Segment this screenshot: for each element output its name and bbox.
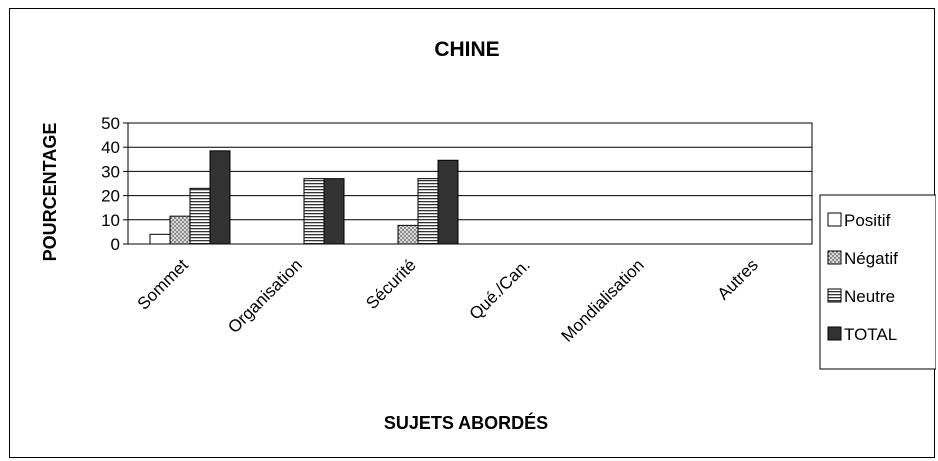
legend-label: TOTAL	[844, 325, 897, 344]
bar	[169, 215, 191, 245]
bar	[323, 178, 345, 245]
chart: CHINE POURCENTAGE SUJETS ABORDÉS 0 10 20 30…	[40, 38, 936, 433]
bar	[417, 178, 439, 245]
y-tick-label: 20	[101, 187, 120, 206]
x-category-label: Qué./Can.	[466, 255, 534, 323]
y-axis-title: POURCENTAGE	[40, 123, 60, 262]
bar	[189, 187, 211, 245]
plot-background	[127, 122, 813, 245]
bar	[437, 159, 459, 245]
y-tick-label: 10	[101, 211, 120, 230]
legend-swatch	[827, 212, 842, 227]
x-category-label: Organisation	[224, 255, 306, 337]
legend: Positif Négatif Neutre TOTAL	[819, 194, 936, 370]
bar	[209, 150, 231, 245]
x-axis-title: SUJETS ABORDÉS	[384, 412, 548, 433]
x-category-label: Sécurité	[362, 255, 420, 313]
plot-area: 0 10 20 30 40 50 Sommet Organisation Sécurité Qué…	[101, 114, 813, 346]
chart-frame: CHINE POURCENTAGE SUJETS ABORDÉS 0 10 20 30…	[9, 8, 936, 458]
bar	[303, 178, 325, 245]
x-category-label: Autres	[714, 255, 762, 303]
chart-title: CHINE	[434, 38, 499, 61]
y-tick-label: 40	[101, 138, 120, 157]
y-tick-label: 50	[101, 114, 120, 133]
legend-label: Neutre	[844, 287, 895, 306]
legend-swatch	[827, 326, 842, 341]
legend-swatch	[827, 288, 842, 303]
bar	[149, 233, 171, 245]
legend-label: Positif	[844, 211, 891, 230]
legend-swatch	[827, 250, 842, 265]
y-tick-label: 30	[101, 162, 120, 181]
bar	[397, 224, 419, 245]
x-category-label: Mondialisation	[558, 255, 648, 345]
y-tick-label: 0	[111, 235, 120, 254]
x-category-label: Sommet	[134, 255, 192, 313]
legend-label: Négatif	[844, 249, 898, 268]
